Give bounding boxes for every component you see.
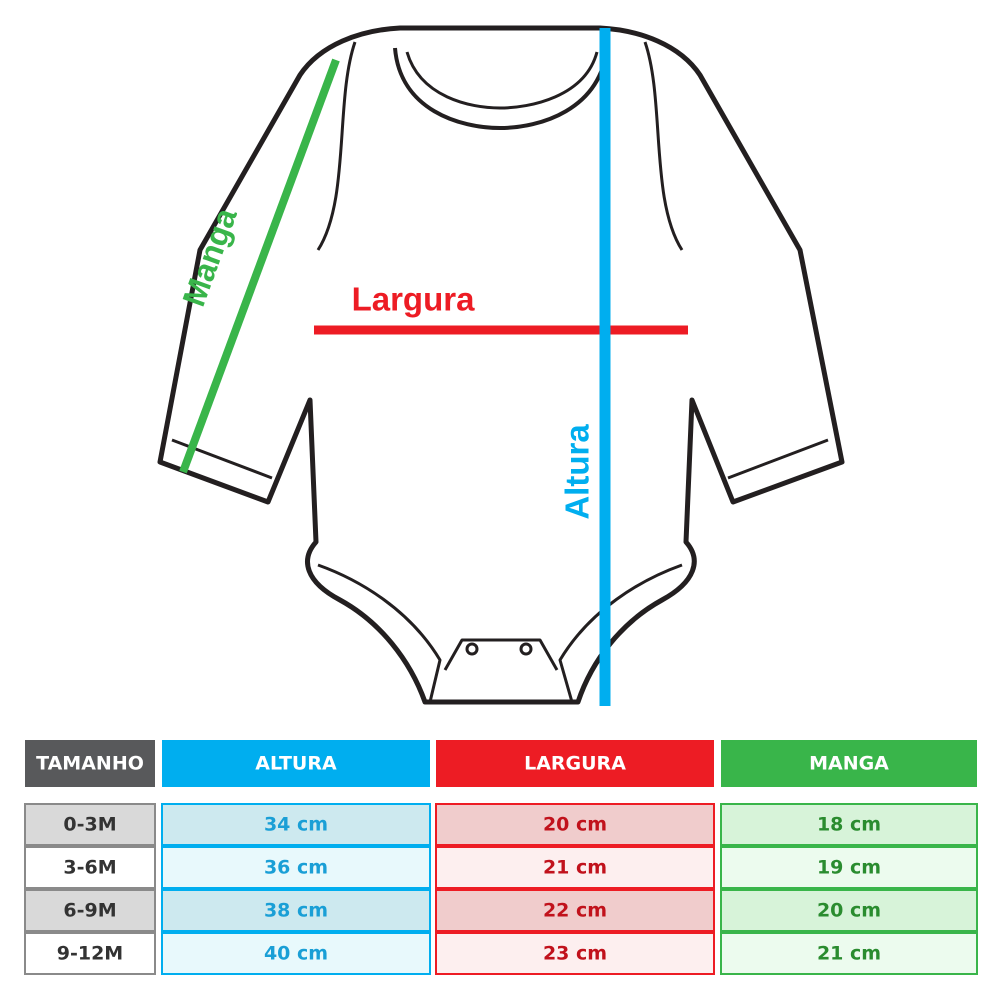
cell-text: 40 cm [264,943,328,965]
table-cell [435,932,715,975]
cell-text: 20 cm [817,900,881,922]
table-cell [24,846,156,889]
cell-text: 18 cm [817,814,881,836]
cell-text: 21 cm [543,857,607,879]
table-cell [161,889,431,932]
header-text: MANGA [809,753,889,775]
leg-left [317,563,442,703]
collar-inner [405,51,599,110]
header-text: TAMANHO [36,753,144,775]
table-cell [161,846,431,889]
table-cell [435,803,715,846]
table-cell [24,803,156,846]
header-text: ALTURA [255,753,337,775]
cell-text: 3-6M [63,857,116,879]
cuff-right [727,438,829,480]
table-cell [720,889,978,932]
table-cell [24,889,156,932]
leg-right [558,563,683,703]
header-cell [162,740,430,787]
table-cell [720,846,978,889]
raglan-right [643,41,684,251]
cell-text: 36 cm [264,857,328,879]
snap [465,642,479,656]
cell-text: 22 cm [543,900,607,922]
cell-text: 6-9M [63,900,116,922]
header-cell [25,740,155,787]
header-text: LARGURA [524,753,626,775]
width-label: Largura [352,281,476,318]
cell-text: 0-3M [63,814,116,836]
crotch-snap [443,638,559,671]
cell-text: 23 cm [543,943,607,965]
table-cell [720,932,978,975]
table-cell [24,932,156,975]
collar-outer [393,47,609,130]
table-cell [161,803,431,846]
bodysuit-drawing [157,25,845,705]
header-cell [721,740,977,787]
cell-text: 21 cm [817,943,881,965]
cell-text: 34 cm [264,814,328,836]
size-table: TAMANHO ALTURA LARGURA MANGA 0-3M 34 cm 20 cm 1… [24,740,978,975]
height-label: Altura [559,424,596,520]
cell-text: 19 cm [817,857,881,879]
snap [519,642,533,656]
cell-text: 9-12M [57,943,123,965]
cell-text: 38 cm [264,900,328,922]
table-cell [435,846,715,889]
cell-text: 20 cm [543,814,607,836]
sleeve-line [179,58,340,474]
header-cell [436,740,714,787]
raglan-left [316,41,357,251]
table-cell [720,803,978,846]
table-cell [161,932,431,975]
table-cell [435,889,715,932]
